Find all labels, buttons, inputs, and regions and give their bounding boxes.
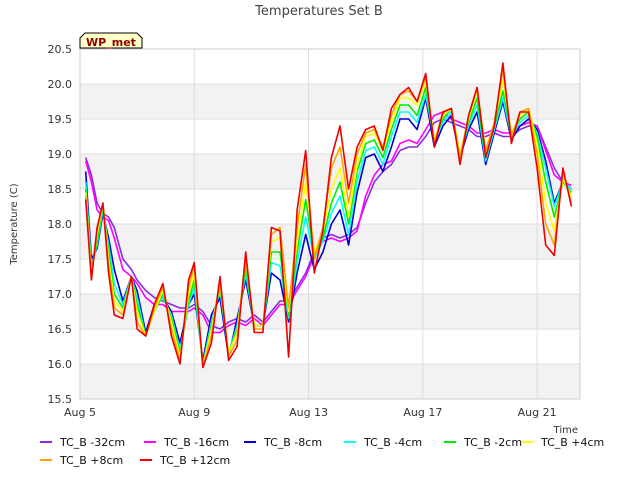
x-axis-ticks: Aug 5 Aug 9 Aug 13 Aug 17 Aug 21 [64, 406, 557, 419]
plot-background [80, 84, 580, 399]
site-badge-label: WP_met [86, 36, 136, 49]
legend-entry: TC_B +4cm [540, 436, 604, 449]
y-tick-label: 16.5 [48, 323, 73, 336]
y-tick-label: 18.0 [48, 218, 73, 231]
y-tick-label: 20.5 [48, 43, 73, 56]
legend-entry: TC_B -4cm [363, 436, 422, 449]
y-axis-label: Temperature (C) [9, 183, 20, 265]
y-tick-label: 19.0 [48, 148, 73, 161]
y-tick-label: 17.5 [48, 253, 73, 266]
y-tick-label: 15.5 [48, 393, 73, 406]
y-tick-label: 17.0 [48, 288, 73, 301]
y-tick-label: 20.0 [48, 78, 73, 91]
site-badge-box [79, 32, 143, 49]
y-axis-ticks: 15.5 16.0 16.5 17.0 17.5 18.0 18.5 19.0 19.5 20.0… [48, 43, 73, 406]
x-axis-label: Time [553, 425, 578, 436]
x-tick-label: Aug 13 [289, 406, 328, 419]
legend-entry: TC_B -16cm [163, 436, 229, 449]
legend: TC_B -32cm TC_B -16cm TC_B -8cm TC_B -4cm TC… [40, 436, 604, 467]
x-tick-label: Aug 5 [64, 406, 96, 419]
site-badge: WP_met [79, 32, 143, 49]
legend-entry: TC_B +12cm [159, 454, 230, 467]
plot-band [80, 364, 580, 399]
x-tick-label: Aug 17 [403, 406, 442, 419]
series-line [84, 62, 573, 369]
chart-title: Temperatures Set B [254, 4, 383, 19]
y-tick-label: 18.5 [48, 183, 73, 196]
x-tick-label: Aug 9 [178, 406, 210, 419]
y-tick-label: 19.5 [48, 113, 73, 126]
legend-entry: TC_B -2cm [463, 436, 522, 449]
plot-frame [79, 48, 581, 400]
legend-entry: TC_B -8cm [263, 436, 322, 449]
y-tick-label: 16.0 [48, 358, 73, 371]
series-layer [84, 62, 573, 369]
x-tick-label: Aug 21 [518, 406, 557, 419]
legend-entry: TC_B -32cm [59, 436, 125, 449]
legend-entry: TC_B +8cm [59, 454, 123, 467]
